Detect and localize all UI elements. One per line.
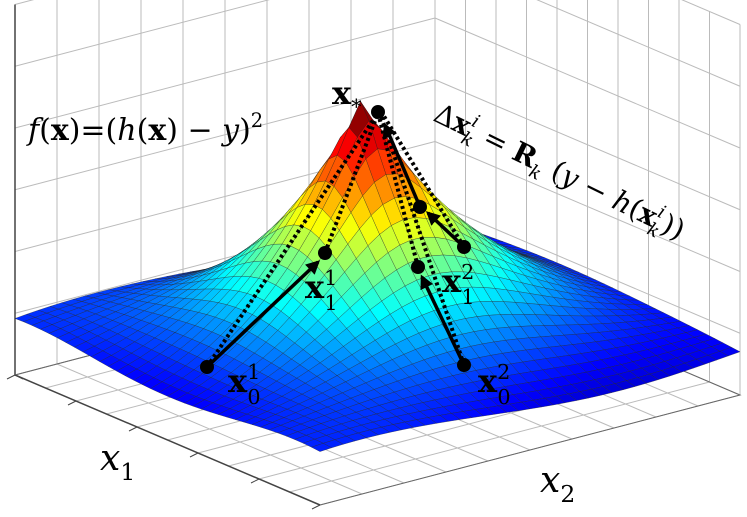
box-line bbox=[434, 79, 741, 211]
box-line bbox=[536, 0, 741, 87]
surface-cell bbox=[310, 443, 333, 452]
axis-label: x1 bbox=[100, 438, 135, 486]
box-line bbox=[434, 202, 741, 334]
point bbox=[371, 105, 385, 119]
dotted-line bbox=[323, 112, 380, 254]
arrow bbox=[382, 122, 422, 208]
arrows bbox=[205, 122, 466, 369]
point bbox=[413, 200, 427, 214]
box-line bbox=[14, 17, 436, 129]
point bbox=[457, 358, 471, 372]
box-line bbox=[14, 0, 270, 67]
dotted-line bbox=[378, 112, 466, 366]
point bbox=[457, 240, 471, 254]
tick bbox=[6, 374, 16, 380]
tick bbox=[250, 478, 260, 484]
objective-function: f(x)=(h(x) − y)2 bbox=[26, 109, 263, 148]
point-label: x1 0 bbox=[228, 360, 261, 409]
dotted-line bbox=[380, 111, 466, 249]
points bbox=[200, 105, 471, 374]
point-label: x1 1 bbox=[305, 266, 338, 315]
box-line bbox=[434, 17, 741, 149]
box-line bbox=[14, 79, 436, 191]
arrow bbox=[420, 274, 466, 366]
box-line bbox=[434, 141, 741, 272]
iterations bbox=[200, 105, 471, 374]
point bbox=[200, 360, 214, 374]
arrow bbox=[425, 211, 466, 249]
tick bbox=[67, 400, 77, 406]
tick bbox=[14, 374, 24, 380]
point-label: x* bbox=[332, 74, 362, 119]
dotted-lines bbox=[205, 111, 466, 369]
tick bbox=[128, 426, 138, 432]
surface bbox=[14, 100, 741, 452]
box-line bbox=[681, 0, 741, 25]
arrow bbox=[205, 260, 321, 369]
tick bbox=[311, 504, 321, 510]
point-label: x2 0 bbox=[478, 360, 511, 409]
point bbox=[411, 260, 425, 274]
point-label: x2 1 bbox=[442, 260, 475, 309]
dotted-line bbox=[376, 112, 420, 268]
tick bbox=[189, 452, 199, 458]
point bbox=[318, 246, 332, 260]
axis-label: x2 bbox=[540, 460, 575, 508]
